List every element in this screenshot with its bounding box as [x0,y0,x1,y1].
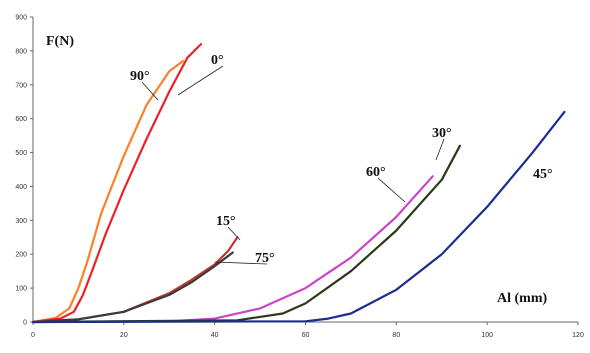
x-tick-label: 40 [211,332,219,339]
series-line-3 [31,251,234,324]
y-tick-label: 400 [15,184,27,191]
y-tick-label: 200 [15,252,27,259]
series-line-1 [31,42,203,324]
x-tick-label: 0 [31,332,35,339]
series-line-6 [31,110,566,324]
annotation-label: 0° [211,53,224,68]
annotation-leader [141,81,159,101]
annotation-leader [435,138,445,161]
y-tick-label: 700 [15,82,27,89]
annotation-leader [177,65,224,96]
x-tick-label: 60 [302,332,310,339]
y-tick-label: 300 [15,218,27,225]
annotation-label: 60° [366,165,386,180]
series-line-0 [31,59,184,324]
annotation-leader [227,226,241,241]
y-tick-label: 900 [15,15,27,22]
x-tick-label: 100 [481,332,493,339]
annotation-label: 75° [255,251,275,266]
y-tick-label: 800 [15,48,27,55]
series-line-5 [31,144,461,324]
annotation-leader [214,261,268,265]
annotation-label: 90° [130,69,150,84]
annotation-label: 45° [533,167,553,182]
annotation-label: 15° [216,214,236,229]
x-axis-title: Al (mm) [497,291,547,306]
y-tick-label: 100 [15,286,27,293]
x-tick-label: 20 [120,332,128,339]
y-tick-label: 500 [15,150,27,157]
y-tick-label: 600 [15,116,27,123]
x-tick-label: 120 [572,332,584,339]
series-layer [31,42,566,324]
y-tick-label: 0 [23,320,27,327]
y-axis-title: F(N) [46,34,74,49]
annotation-layer: 90° 0° 15° 75° 60° 30° 45° [130,53,553,266]
annotation-leader [377,177,406,203]
annotation-label: 30° [432,126,452,141]
x-tick-label: 80 [392,332,400,339]
